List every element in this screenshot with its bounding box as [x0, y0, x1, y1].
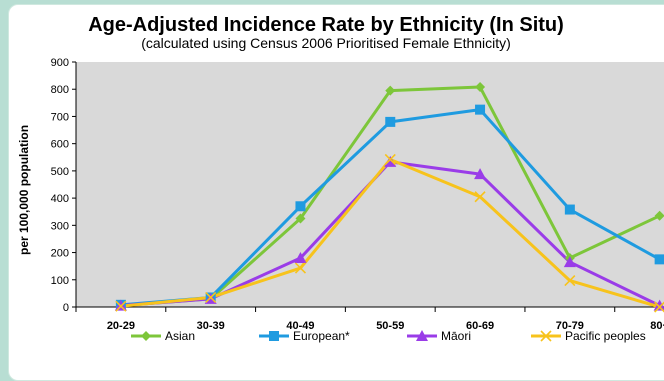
data-point: [654, 210, 664, 221]
x-tick-label: 70-79: [556, 320, 584, 332]
y-tick-label: 600: [51, 139, 69, 151]
legend-label: Māori: [441, 329, 471, 343]
legend-label: Pacific peoples: [565, 329, 646, 343]
chart-panel: Age-Adjusted Incidence Rate by Ethnicity…: [8, 4, 664, 381]
data-point: [475, 82, 486, 93]
data-point: [115, 300, 127, 312]
chart-subtitle: (calculated using Census 2006 Prioritise…: [141, 35, 511, 51]
data-point: [474, 191, 486, 203]
data-point: [384, 155, 397, 167]
legend: Asian European* Māori Pacific peoples: [131, 329, 646, 343]
data-point: [385, 85, 396, 96]
data-point: [294, 262, 307, 274]
series-group: [114, 82, 664, 313]
legend-item: Asian: [131, 329, 195, 343]
legend-item: European*: [259, 329, 350, 343]
data-point: [564, 275, 576, 287]
y-axis: 0 100 200 300 400 500 600 700 800 900: [51, 57, 76, 314]
data-point: [654, 301, 664, 313]
x-tick-label: 80+: [650, 320, 664, 332]
data-point: [564, 204, 575, 215]
chart-title: Age-Adjusted Incidence Rate by Ethnicity…: [88, 14, 564, 36]
data-point: [384, 153, 396, 166]
y-axis-label: per 100,000 population: [17, 125, 31, 255]
y-tick-label: 500: [51, 166, 69, 178]
legend-marker: [269, 331, 279, 341]
x-tick-label: 20-29: [107, 320, 135, 332]
y-tick-label: 200: [51, 248, 69, 260]
data-point: [295, 213, 306, 224]
y-tick-label: 0: [63, 302, 69, 314]
data-point: [205, 291, 217, 304]
x-tick-label: 30-39: [197, 320, 225, 332]
x-axis: 20-29 30-39 40-49 50-59 60-69 70-79 80+: [75, 307, 664, 332]
data-point: [474, 168, 487, 180]
x-tick-label: 60-69: [466, 320, 494, 332]
legend-label: European*: [293, 329, 350, 343]
data-point: [294, 252, 307, 263]
data-point: [295, 201, 306, 212]
y-tick-label: 900: [51, 57, 69, 69]
data-point: [563, 256, 576, 268]
legend-item: Pacific peoples: [531, 329, 646, 343]
legend-marker: [141, 331, 151, 341]
chart: Age-Adjusted Incidence Rate by Ethnicity…: [17, 14, 664, 343]
y-tick-label: 700: [51, 111, 69, 123]
legend-marker: [416, 330, 428, 341]
data-point: [654, 254, 664, 265]
x-tick-label: 50-59: [376, 320, 404, 332]
legend-label: Asian: [165, 329, 195, 343]
y-tick-label: 100: [51, 275, 69, 287]
legend-marker: [540, 330, 552, 342]
data-point: [385, 116, 396, 127]
x-tick-label: 40-49: [286, 320, 314, 332]
y-tick-label: 400: [51, 193, 69, 205]
legend-item: Māori: [407, 329, 471, 343]
y-tick-label: 800: [51, 84, 69, 96]
data-point: [475, 104, 486, 115]
y-tick-label: 300: [51, 220, 69, 232]
